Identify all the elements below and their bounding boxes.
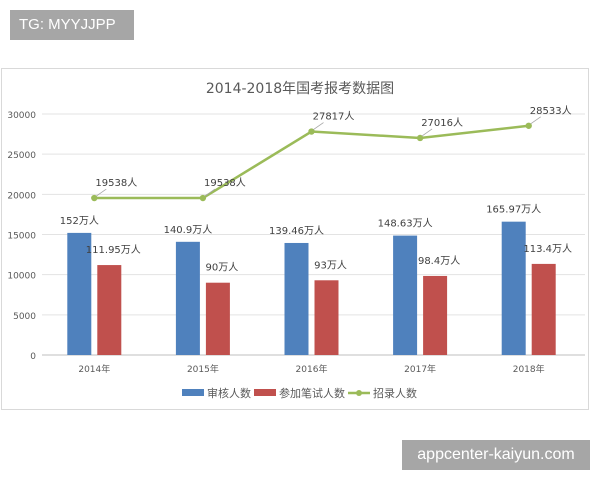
line-point [199, 194, 207, 202]
bar-reviewed [501, 221, 526, 355]
data-label: 19538人 [204, 177, 246, 189]
legend-marker [356, 390, 362, 396]
legend-swatch [254, 389, 276, 396]
chart-title: 2014-2018年国考报考数据图 [206, 81, 394, 97]
bar-reviewed [175, 241, 200, 355]
data-label: 98.4万人 [418, 255, 460, 267]
data-label: 19538人 [95, 177, 137, 189]
bar-exam [205, 282, 230, 355]
data-label: 93万人 [314, 259, 347, 271]
watermark-bottom-right: appcenter-kaiyun.com [402, 440, 590, 470]
legend-label: 参加笔试人数 [279, 386, 345, 400]
leader-line [96, 188, 107, 197]
data-label: 28533人 [530, 105, 572, 117]
bar-reviewed [284, 242, 309, 355]
y-tick-label: 10000 [7, 272, 36, 282]
chart-frame [1, 68, 589, 410]
bar-exam [314, 280, 339, 355]
line-point [525, 122, 532, 129]
bar-exam [531, 263, 556, 355]
x-tick-label: 2015年 [187, 363, 219, 375]
x-tick-label: 2016年 [296, 363, 328, 375]
leader-line [421, 128, 433, 137]
leader-line [313, 122, 324, 130]
bar-reviewed [393, 235, 418, 355]
data-label: 113.4万人 [523, 243, 572, 255]
line-point [416, 134, 424, 142]
data-label: 148.63万人 [378, 218, 433, 230]
leader-line [530, 116, 541, 125]
line-hired [94, 124, 529, 200]
data-label: 140.9万人 [164, 224, 213, 236]
y-tick-label: 30000 [7, 111, 36, 121]
leader-line [204, 188, 216, 197]
data-label: 27817人 [313, 111, 355, 123]
y-tick-label: 25000 [7, 151, 36, 161]
bar-exam [423, 275, 448, 355]
legend-label: 招录人数 [373, 386, 417, 400]
y-tick-label: 0 [30, 352, 36, 362]
legend-swatch [182, 389, 204, 396]
data-label: 27016人 [421, 117, 463, 129]
data-label: 90万人 [206, 262, 239, 274]
line-point [91, 194, 98, 202]
x-tick-label: 2018年 [513, 363, 545, 375]
legend-label: 审核人数 [207, 386, 251, 400]
y-tick-label: 15000 [7, 232, 36, 242]
line-point [308, 128, 315, 135]
x-tick-label: 2017年 [404, 363, 436, 375]
data-label: 152万人 [60, 215, 99, 227]
data-label: 139.46万人 [269, 225, 324, 237]
watermark-top-left: TG: MYYJJPP [10, 10, 134, 40]
x-tick-label: 2014年 [78, 363, 110, 375]
y-tick-label: 20000 [7, 191, 36, 201]
bar-reviewed [67, 232, 92, 355]
data-label: 111.95万人 [86, 244, 141, 256]
data-label: 165.97万人 [486, 204, 541, 216]
bar-exam [97, 265, 122, 355]
y-tick-label: 5000 [13, 312, 36, 322]
